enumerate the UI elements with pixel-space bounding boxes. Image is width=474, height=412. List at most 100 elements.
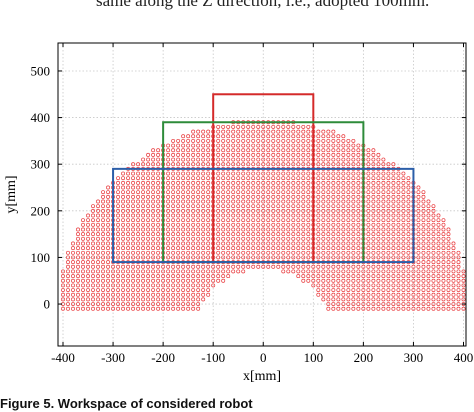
workspace-point xyxy=(96,218,101,223)
workspace-point xyxy=(371,176,376,181)
workspace-point xyxy=(141,162,146,167)
workspace-point xyxy=(281,176,286,181)
workspace-point xyxy=(141,176,146,181)
workspace-point xyxy=(276,176,281,181)
workspace-point xyxy=(171,180,176,185)
workspace-point xyxy=(146,232,151,237)
workspace-point xyxy=(121,199,126,204)
workspace-point xyxy=(301,250,306,255)
workspace-point xyxy=(346,292,351,297)
workspace-point xyxy=(96,236,101,241)
workspace-point xyxy=(176,204,181,209)
workspace-point xyxy=(441,236,446,241)
workspace-point xyxy=(326,236,331,241)
workspace-point xyxy=(306,180,311,185)
workspace-point xyxy=(366,222,371,227)
workspace-point xyxy=(371,278,376,283)
workspace-point xyxy=(261,222,266,227)
workspace-point xyxy=(76,246,80,251)
workspace-point xyxy=(101,260,106,265)
workspace-point xyxy=(401,180,406,185)
workspace-point xyxy=(381,255,386,260)
workspace-point xyxy=(331,302,336,306)
workspace-point xyxy=(401,208,406,213)
workspace-point xyxy=(216,138,221,143)
workspace-point xyxy=(136,288,141,293)
workspace-point xyxy=(416,208,421,213)
workspace-point xyxy=(441,218,446,223)
workspace-point xyxy=(381,180,386,185)
workspace-point xyxy=(151,162,156,167)
workspace-point xyxy=(401,213,406,218)
workspace-point xyxy=(236,148,241,153)
workspace-point xyxy=(376,208,381,213)
workspace-point xyxy=(186,278,191,283)
workspace-point xyxy=(251,171,256,176)
workspace-point xyxy=(246,148,251,153)
workspace-point xyxy=(341,208,346,213)
workspace-point xyxy=(401,306,406,311)
workspace-point xyxy=(291,138,296,143)
workspace-point xyxy=(381,283,386,288)
workspace-point xyxy=(181,236,186,241)
workspace-point xyxy=(321,255,326,260)
workspace-point xyxy=(226,274,231,279)
workspace-point xyxy=(121,297,126,302)
workspace-point xyxy=(311,274,316,279)
workspace-point xyxy=(91,297,95,302)
workspace-point xyxy=(216,129,221,134)
workspace-point xyxy=(111,302,116,306)
workspace-point xyxy=(406,199,411,204)
workspace-point xyxy=(111,292,116,297)
workspace-point xyxy=(256,222,261,227)
workspace-point xyxy=(346,222,351,227)
workspace-point xyxy=(241,246,246,251)
workspace-point xyxy=(166,302,171,306)
workspace-point xyxy=(136,232,141,237)
workspace-point xyxy=(371,208,376,213)
workspace-point xyxy=(126,274,131,279)
workspace-point xyxy=(256,162,261,167)
workspace-point xyxy=(231,180,236,185)
workspace-point xyxy=(231,190,236,195)
workspace-point xyxy=(361,302,366,306)
workspace-point xyxy=(181,176,186,181)
workspace-point xyxy=(336,194,341,199)
workspace-point xyxy=(446,288,451,293)
workspace-point xyxy=(146,218,151,223)
workspace-point xyxy=(156,288,161,293)
workspace-point xyxy=(401,288,406,293)
workspace-point xyxy=(191,274,196,279)
workspace-point xyxy=(371,222,376,227)
workspace-point xyxy=(241,176,246,181)
workspace-point xyxy=(131,208,136,213)
workspace-point xyxy=(156,232,161,237)
workspace-point xyxy=(171,274,176,279)
workspace-point xyxy=(171,264,176,269)
workspace-point xyxy=(181,213,186,218)
workspace-point xyxy=(341,176,346,181)
workspace-point xyxy=(236,236,241,241)
workspace-point xyxy=(246,213,251,218)
workspace-point xyxy=(151,302,156,306)
workspace-point xyxy=(271,148,276,153)
workspace-point xyxy=(61,306,65,311)
workspace-point xyxy=(141,302,146,306)
workspace-point xyxy=(306,250,311,255)
workspace-point xyxy=(236,143,241,148)
workspace-point xyxy=(136,274,141,279)
workspace-point xyxy=(261,232,266,237)
workspace-point xyxy=(396,288,401,293)
workspace-point xyxy=(231,138,236,143)
workspace-point xyxy=(146,292,151,297)
workspace-point xyxy=(461,297,466,302)
workspace-point xyxy=(346,190,351,195)
workspace-point xyxy=(121,180,126,185)
workspace-point xyxy=(301,162,306,167)
workspace-point xyxy=(281,218,286,223)
workspace-point xyxy=(256,208,261,213)
workspace-point xyxy=(216,157,221,162)
workspace-point xyxy=(101,250,106,255)
workspace-point xyxy=(236,152,241,157)
workspace-point xyxy=(296,222,301,227)
